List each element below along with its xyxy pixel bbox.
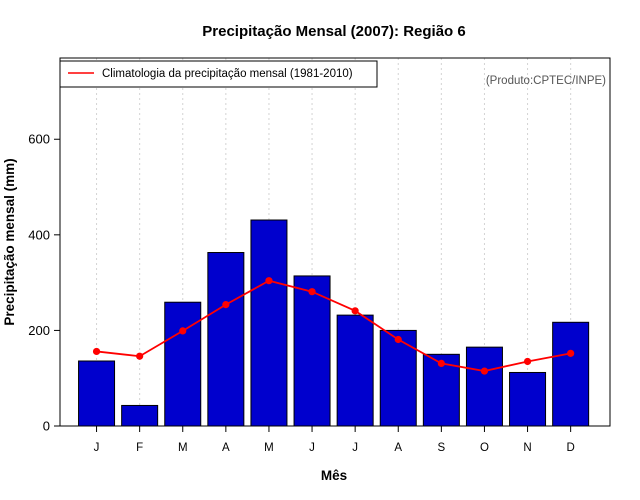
legend: Climatologia da precipitação mensal (198…	[59, 60, 378, 88]
climatology-point-11	[523, 357, 532, 366]
x-tick-label: J	[309, 442, 315, 454]
climatology-point-10	[480, 367, 489, 375]
y-tick-label: 600	[28, 132, 50, 147]
credit-text: (Produto:CPTEC/INPE)	[486, 75, 606, 87]
legend-label: Climatologia da precipitação mensal (198…	[102, 68, 353, 80]
bar-2	[121, 404, 159, 427]
bars-group	[78, 219, 590, 427]
bar-12	[552, 321, 590, 427]
bar-10	[465, 346, 503, 427]
y-axis-title: Precipitação mensal (mm)	[2, 158, 17, 325]
climatology-point-9	[437, 359, 445, 367]
climatology-point-8	[394, 335, 402, 344]
bar-3	[164, 301, 202, 427]
climatology-point-1	[92, 347, 101, 356]
climatology-point-7	[351, 307, 359, 315]
x-tick-label: D	[566, 442, 574, 454]
legend-box	[59, 60, 378, 88]
climatology-line	[96, 279, 571, 372]
x-tick-label: J	[352, 442, 358, 454]
climatology-point-6	[308, 288, 316, 296]
x-tick-label: A	[222, 442, 230, 454]
x-tick-label: J	[94, 442, 100, 454]
plot-frame	[59, 57, 611, 427]
climatology-point-3	[179, 327, 187, 335]
x-tick-label: A	[394, 442, 402, 454]
chart-title: Precipitação Mensal (2007): Região 6	[202, 23, 465, 40]
bar-6	[293, 275, 331, 427]
x-axis-title: Mês	[321, 468, 347, 483]
bar-11	[509, 371, 547, 427]
x-tick-label: S	[438, 442, 446, 454]
climatology-point-2	[136, 352, 144, 360]
x-tick-label: O	[480, 442, 489, 454]
bar-7	[336, 314, 374, 427]
bar-8	[379, 329, 417, 427]
climatology-point-4	[222, 301, 230, 309]
x-tick-label: M	[178, 442, 188, 454]
bar-1	[78, 360, 116, 427]
climatology-point-12	[567, 349, 575, 357]
y-tick-label: 0	[43, 419, 50, 434]
x-tick-label: M	[264, 442, 274, 454]
bar-4	[207, 252, 245, 427]
y-axis: 0 200 400 600	[28, 132, 60, 434]
climatology-line-group	[92, 277, 575, 375]
x-tick-label: F	[136, 442, 143, 454]
bar-5	[250, 219, 288, 427]
climatology-point-5	[265, 277, 273, 285]
y-tick-label: 200	[28, 323, 50, 338]
y-tick-label: 400	[28, 227, 50, 242]
x-tick-label: N	[523, 442, 531, 454]
